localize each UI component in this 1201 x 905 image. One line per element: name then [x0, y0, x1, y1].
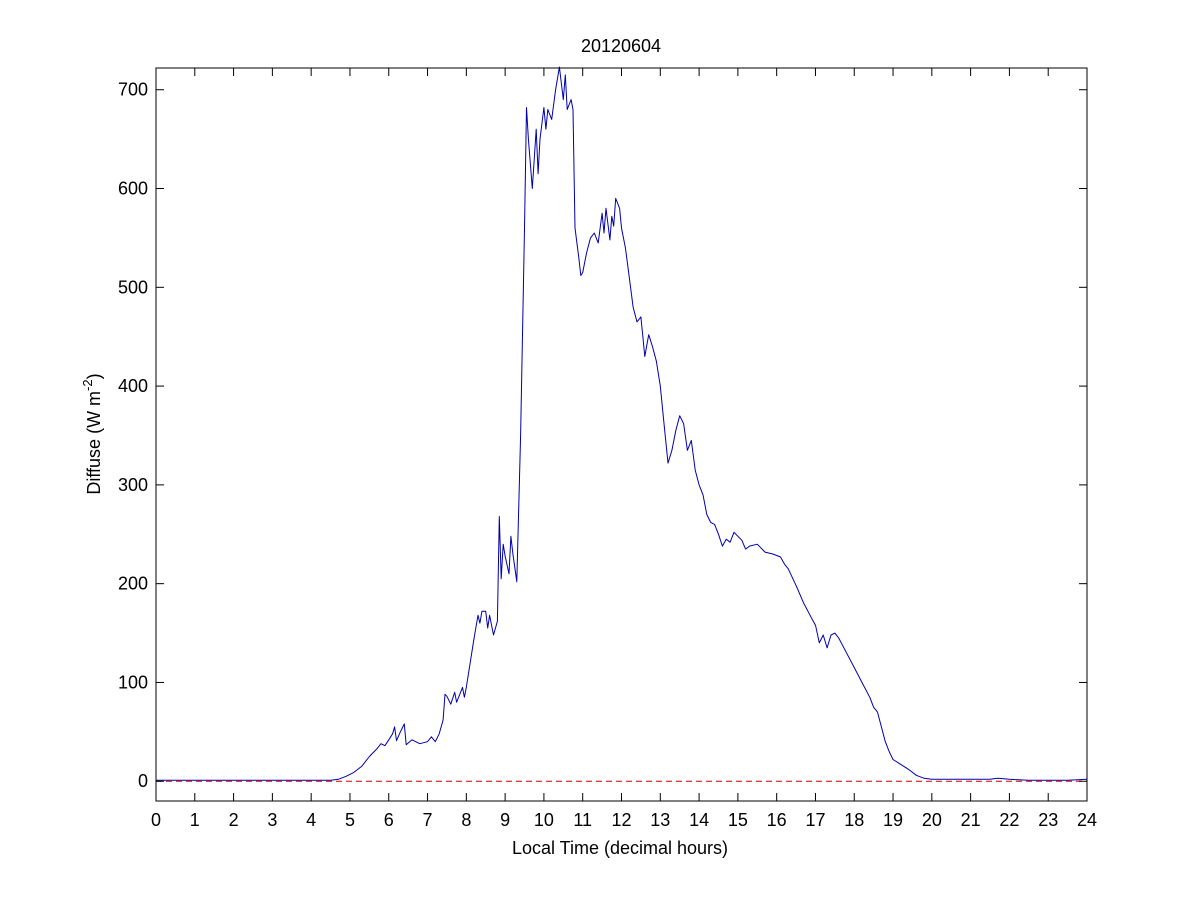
x-tick-label: 0	[151, 810, 161, 830]
x-tick-label: 23	[1038, 810, 1058, 830]
y-tick-label: 600	[118, 179, 148, 199]
x-tick-label: 13	[650, 810, 670, 830]
x-tick-label: 5	[345, 810, 355, 830]
x-tick-label: 8	[461, 810, 471, 830]
y-tick-label: 200	[118, 574, 148, 594]
x-tick-label: 20	[922, 810, 942, 830]
x-tick-label: 16	[767, 810, 787, 830]
y-tick-label: 0	[138, 771, 148, 791]
y-axis-label-main: Diffuse (W m	[84, 391, 104, 495]
x-tick-label: 19	[883, 810, 903, 830]
plot-background	[156, 68, 1087, 801]
x-tick-label: 17	[805, 810, 825, 830]
chart-title: 20120604	[581, 36, 661, 56]
x-tick-label: 15	[728, 810, 748, 830]
y-tick-label: 300	[118, 475, 148, 495]
y-axis-label-exponent: -2	[80, 379, 95, 391]
x-axis-label: Local Time (decimal hours)	[512, 838, 728, 858]
y-axis-label: Diffuse (W m-2)	[80, 373, 104, 494]
x-tick-label: 1	[190, 810, 200, 830]
y-tick-label: 500	[118, 277, 148, 297]
y-tick-label: 100	[118, 672, 148, 692]
x-tick-label: 11	[573, 810, 592, 830]
x-tick-label: 14	[689, 810, 709, 830]
x-tick-label: 18	[844, 810, 864, 830]
x-tick-label: 10	[534, 810, 554, 830]
x-tick-label: 4	[306, 810, 316, 830]
series-layer	[156, 66, 1088, 782]
x-tick-label: 24	[1077, 810, 1097, 830]
y-axis-label-close: )	[84, 373, 104, 379]
x-tick-label: 12	[611, 810, 631, 830]
diffuse-series-line	[156, 66, 1088, 781]
x-tick-label: 22	[999, 810, 1019, 830]
x-tick-label: 9	[500, 810, 510, 830]
y-tick-label: 400	[118, 376, 148, 396]
x-tick-label: 3	[267, 810, 277, 830]
tick-layer: 0 1 2 3 4 5 6 7 8 9 10 11 12 13 14 15 16 17 18 19 20 21 22 23 24…	[118, 68, 1097, 830]
x-tick-label: 2	[229, 810, 239, 830]
x-tick-label: 21	[961, 810, 981, 830]
x-tick-label: 7	[423, 810, 433, 830]
y-tick-label: 700	[118, 80, 148, 100]
x-tick-label: 6	[384, 810, 394, 830]
